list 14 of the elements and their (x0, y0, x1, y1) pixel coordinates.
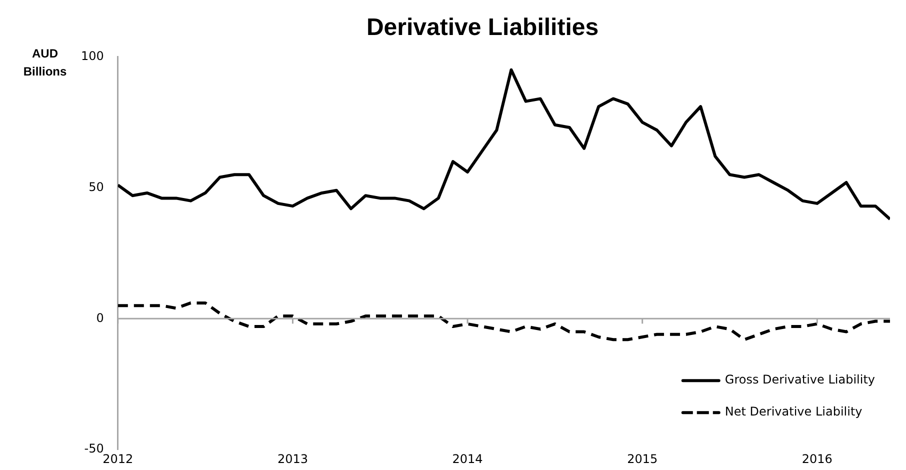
x-tick-label: 2015 (627, 452, 658, 466)
y-axis-title: AUD Billions (23, 46, 67, 78)
chart-title: Derivative Liabilities (366, 14, 599, 42)
y-tick-label: 100 (81, 48, 104, 63)
legend-label: Gross Derivative Liability (724, 372, 876, 387)
y-tick-label: 0 (96, 310, 104, 325)
x-tick-label: 2014 (452, 452, 483, 466)
x-tick-label: 2012 (102, 452, 134, 466)
legend-label: Net Derivative Liability (724, 404, 862, 419)
x-tick-label: 2016 (802, 452, 832, 466)
x-tick-label: 2013 (277, 452, 308, 466)
line-series (118, 301, 890, 342)
y-tick-label: -50 (84, 442, 104, 456)
y-tick-label: 50 (88, 180, 104, 194)
